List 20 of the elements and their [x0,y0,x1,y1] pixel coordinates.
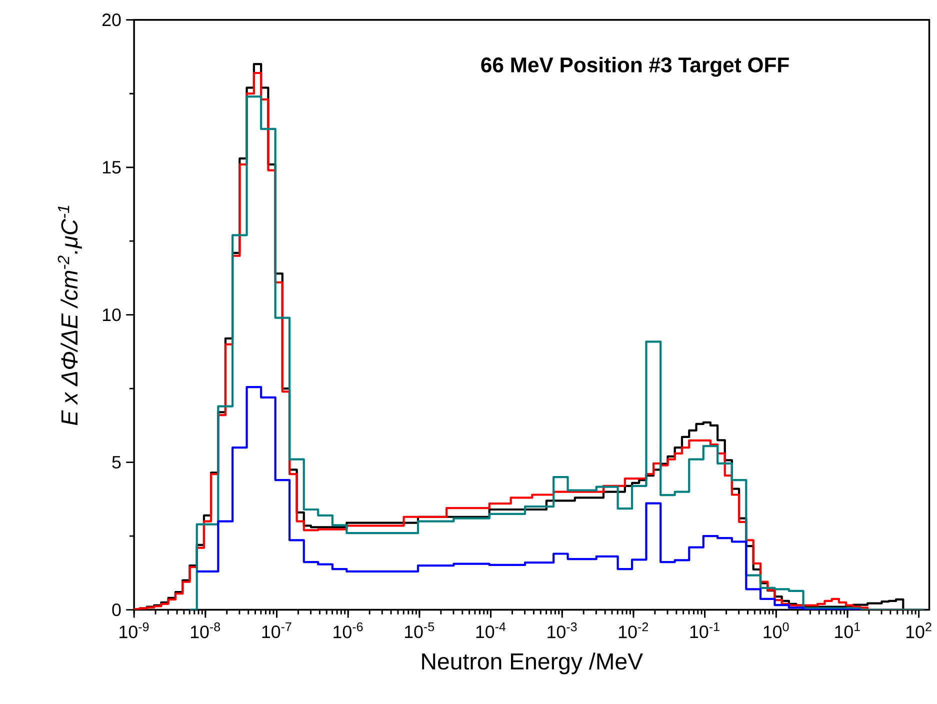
x-tick-label: 10$^{-2}$ [619,622,648,638]
x-tick-label: 10$^{2}$ [906,622,932,638]
y-tick-label: 15 [102,161,121,174]
x-tick-label: 10$^{-8}$ [190,622,220,638]
x-tick-label: 10$^{1}$ [835,622,860,638]
x-tick-label: 10$^{-9}$ [120,622,149,638]
text: 66 MeV Position #3 Target OFF [481,56,789,77]
x-tick-label: 10$^{-3}$ [548,622,577,638]
x-tick-label: 10$^{-5}$ [404,622,434,638]
y-axis-title: E x ΔΦ/ΔE /cm$^{-2}$.μC$^{-1}$ [58,206,82,426]
x-tick-label: 10$^{0}$ [764,622,789,638]
x-tick-label: 10$^{-1}$ [690,622,720,638]
y-tick-label: 0 [112,603,121,616]
y-tick-label: 20 [102,13,121,26]
y-tick-label: 5 [112,456,121,468]
x-tick-label: 10$^{-4}$ [476,622,506,638]
x-tick-label: 10$^{-6}$ [334,622,363,638]
x-axis-title: Neutron Energy /MeV [422,652,643,674]
y-tick-label: 10 [102,308,121,322]
x-tick-label: 10$^{-7}$ [262,622,292,638]
